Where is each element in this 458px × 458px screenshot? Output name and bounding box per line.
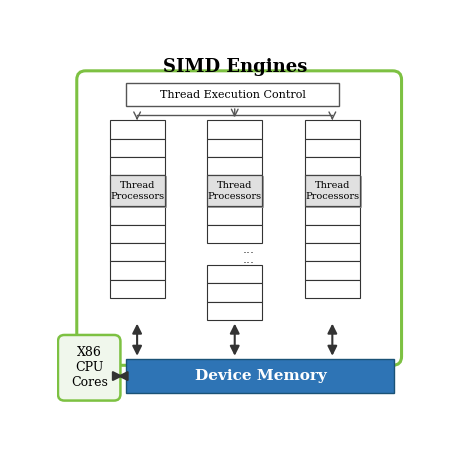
Bar (306, 176, 361, 207)
Bar (109, 243, 164, 262)
Bar (305, 207, 360, 225)
Bar (109, 138, 164, 157)
Text: Thread
Processors: Thread Processors (110, 181, 164, 201)
Bar (305, 175, 360, 207)
Text: ...: ... (243, 253, 255, 266)
Bar (207, 265, 262, 284)
Text: SIMD Engines: SIMD Engines (163, 58, 307, 76)
Bar (109, 120, 164, 138)
Bar (109, 157, 164, 175)
Bar (305, 243, 360, 262)
Bar (305, 157, 360, 175)
Bar (109, 280, 164, 298)
Bar (207, 284, 262, 302)
Bar (109, 225, 164, 243)
Bar (109, 175, 164, 207)
Text: X86
CPU
Cores: X86 CPU Cores (71, 346, 108, 389)
Bar (207, 175, 262, 207)
Bar (305, 225, 360, 243)
Text: Thread
Processors: Thread Processors (305, 181, 360, 201)
Bar (305, 280, 360, 298)
Bar (109, 262, 164, 280)
Bar (111, 176, 166, 207)
Bar (208, 176, 263, 207)
Bar (207, 120, 262, 138)
Bar (207, 157, 262, 175)
Text: Thread Execution Control: Thread Execution Control (160, 90, 306, 100)
Bar (305, 262, 360, 280)
Bar (207, 302, 262, 320)
Text: Thread
Processors: Thread Processors (207, 181, 262, 201)
Bar (126, 83, 339, 106)
Bar (305, 138, 360, 157)
Bar (207, 207, 262, 225)
Bar (126, 360, 394, 393)
Text: ...: ... (243, 243, 255, 256)
Bar (207, 225, 262, 243)
Bar (207, 138, 262, 157)
Text: Device Memory: Device Memory (195, 369, 327, 383)
FancyBboxPatch shape (58, 335, 120, 401)
Bar (109, 207, 164, 225)
Bar (305, 120, 360, 138)
